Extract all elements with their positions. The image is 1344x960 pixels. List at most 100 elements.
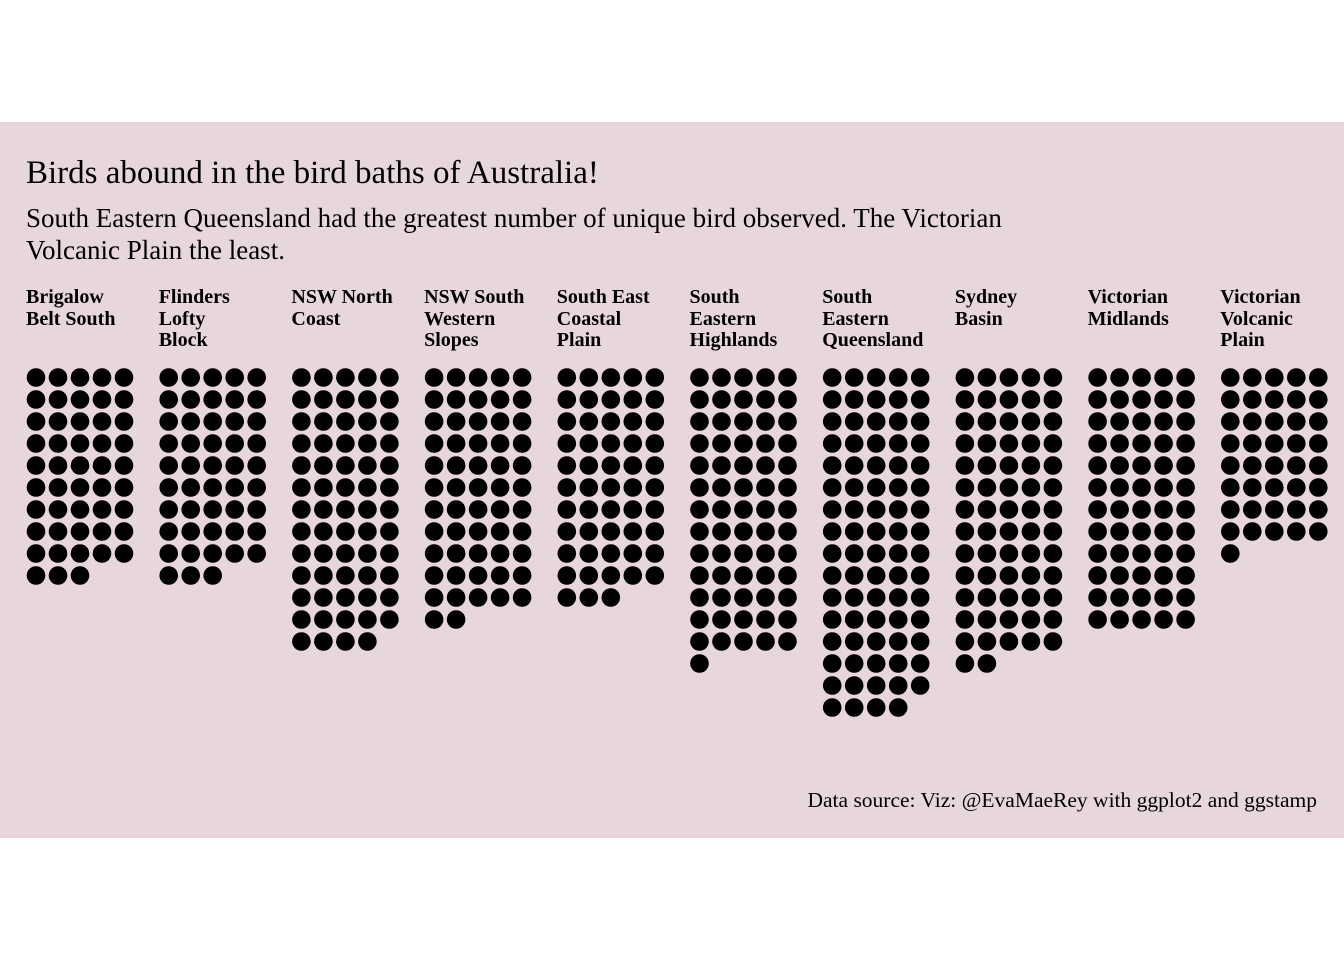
waffle-dot <box>292 566 311 585</box>
waffle-dot <box>314 456 333 475</box>
waffle-dot <box>734 456 753 475</box>
waffle-dot <box>1309 412 1328 431</box>
facet-label-line: Sydney <box>954 286 1018 308</box>
waffle-dot <box>446 544 466 563</box>
waffle-dot <box>910 566 930 585</box>
waffle-dot <box>822 610 842 629</box>
waffle-dot <box>336 610 355 629</box>
waffle-dot <box>734 368 753 387</box>
facet-waffle <box>1221 368 1328 563</box>
waffle-dot <box>999 412 1019 431</box>
waffle-dot <box>446 434 466 453</box>
waffle-dot <box>1132 368 1151 387</box>
waffle-dot <box>866 368 886 387</box>
waffle-dot <box>712 500 731 519</box>
waffle-dot <box>645 500 665 519</box>
waffle-dot <box>292 368 311 387</box>
waffle-dot <box>424 610 444 629</box>
waffle-dot <box>114 456 134 475</box>
facet-waffle <box>26 368 134 585</box>
waffle-dot <box>292 478 311 497</box>
waffle-dot <box>557 434 577 453</box>
waffle-dot <box>844 412 864 431</box>
waffle-dot <box>1221 390 1240 409</box>
waffle-dot <box>380 610 399 629</box>
waffle-dot <box>822 456 842 475</box>
waffle-dot <box>1043 566 1063 585</box>
chart-title: Birds abound in the bird baths of Austra… <box>26 155 599 191</box>
waffle-dot <box>314 632 333 651</box>
waffle-dot <box>977 412 997 431</box>
waffle-dot <box>1021 456 1041 475</box>
waffle-dot <box>778 390 797 409</box>
waffle-dot <box>380 500 399 519</box>
waffle-dot <box>358 412 377 431</box>
waffle-dot <box>159 566 178 585</box>
facet-waffle <box>955 368 1063 673</box>
waffle-dot <box>557 456 577 475</box>
waffle-dot <box>1287 456 1306 475</box>
waffle-dot <box>1132 610 1151 629</box>
waffle-dot <box>247 368 266 387</box>
waffle-dot <box>1176 588 1195 607</box>
waffle-dot <box>844 390 864 409</box>
waffle-dot <box>910 676 930 695</box>
waffle-dot <box>26 434 46 453</box>
waffle-dot <box>1088 478 1107 497</box>
waffle-dot <box>910 390 930 409</box>
waffle-dot <box>314 390 333 409</box>
waffle-dot <box>1309 434 1328 453</box>
waffle-dot <box>645 566 665 585</box>
waffle-dot <box>358 368 377 387</box>
waffle-dot <box>92 544 112 563</box>
waffle-dot <box>203 456 222 475</box>
waffle-dot <box>1110 412 1129 431</box>
waffle-dot <box>955 566 975 585</box>
waffle-dot <box>999 566 1019 585</box>
waffle-dot <box>910 412 930 431</box>
waffle-dot <box>690 632 709 651</box>
waffle-dot <box>1176 390 1195 409</box>
facet-label: NSW North Coast <box>291 286 419 330</box>
waffle-dot <box>26 390 46 409</box>
waffle-dot <box>690 544 709 563</box>
waffle-dot <box>1021 588 1041 607</box>
waffle-dot <box>756 632 775 651</box>
waffle-dot <box>490 412 510 431</box>
waffle-dot <box>866 478 886 497</box>
waffle-dot <box>247 478 266 497</box>
waffle-dot <box>26 500 46 519</box>
waffle-dot <box>999 522 1019 541</box>
waffle-dot <box>1176 456 1195 475</box>
waffle-dot <box>114 500 134 519</box>
waffle-dot <box>778 456 797 475</box>
waffle-dot <box>712 368 731 387</box>
waffle-dot <box>512 368 532 387</box>
waffle-dot <box>314 544 333 563</box>
waffle-dot <box>579 566 599 585</box>
waffle-dot <box>1309 456 1328 475</box>
waffle-dot <box>380 434 399 453</box>
facet-label-line: Coast <box>291 307 341 330</box>
waffle-dot <box>999 632 1019 651</box>
waffle-dot <box>1287 390 1306 409</box>
waffle-dot <box>866 544 886 563</box>
waffle-dot <box>1021 500 1041 519</box>
waffle-dot <box>756 456 775 475</box>
waffle-dot <box>1265 434 1284 453</box>
waffle-dot <box>490 500 510 519</box>
waffle-dot <box>314 434 333 453</box>
waffle-dot <box>1287 368 1306 387</box>
waffle-dot <box>734 434 753 453</box>
waffle-dot <box>336 632 355 651</box>
waffle-dot <box>999 434 1019 453</box>
waffle-dot <box>756 588 775 607</box>
waffle-dot <box>866 412 886 431</box>
waffle-dot <box>358 434 377 453</box>
waffle-dot <box>822 698 842 717</box>
waffle-dot <box>844 566 864 585</box>
waffle-dot <box>910 500 930 519</box>
waffle-dot <box>1287 500 1306 519</box>
waffle-dot <box>1265 390 1284 409</box>
waffle-dot <box>247 522 266 541</box>
